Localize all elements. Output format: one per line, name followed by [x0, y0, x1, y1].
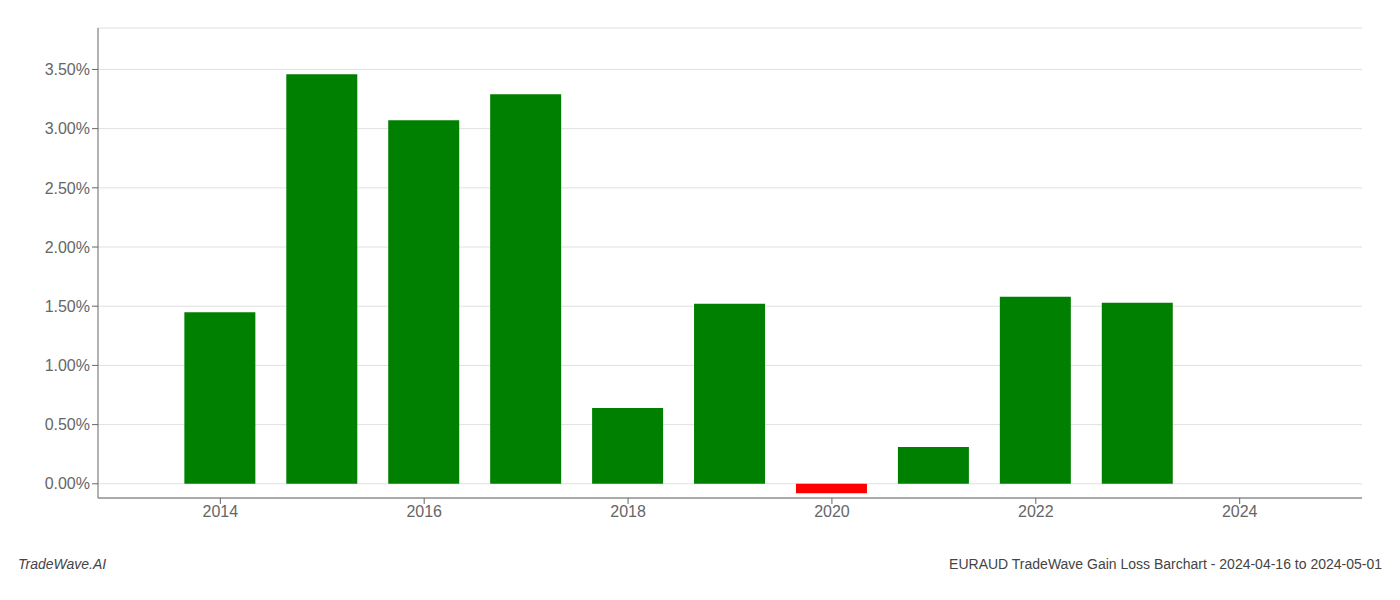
svg-text:2020: 2020	[814, 503, 850, 520]
svg-text:1.50%: 1.50%	[45, 298, 90, 315]
svg-text:2018: 2018	[610, 503, 646, 520]
svg-text:3.00%: 3.00%	[45, 120, 90, 137]
svg-text:0.00%: 0.00%	[45, 475, 90, 492]
svg-text:2024: 2024	[1222, 503, 1258, 520]
svg-text:0.50%: 0.50%	[45, 416, 90, 433]
svg-text:3.50%: 3.50%	[45, 61, 90, 78]
svg-text:2022: 2022	[1018, 503, 1054, 520]
html-text:TradeWave.AI: TradeWave.AI	[18, 556, 107, 572]
svg-text:2014: 2014	[203, 503, 239, 520]
html-text:EURAUD TradeWave Gain Loss Bar: EURAUD TradeWave Gain Loss Barchart - 20…	[949, 556, 1382, 572]
svg-text:2.50%: 2.50%	[45, 180, 90, 197]
svg-text:2016: 2016	[406, 503, 442, 520]
svg-text:2.00%: 2.00%	[45, 239, 90, 256]
svg-text:1.00%: 1.00%	[45, 357, 90, 374]
